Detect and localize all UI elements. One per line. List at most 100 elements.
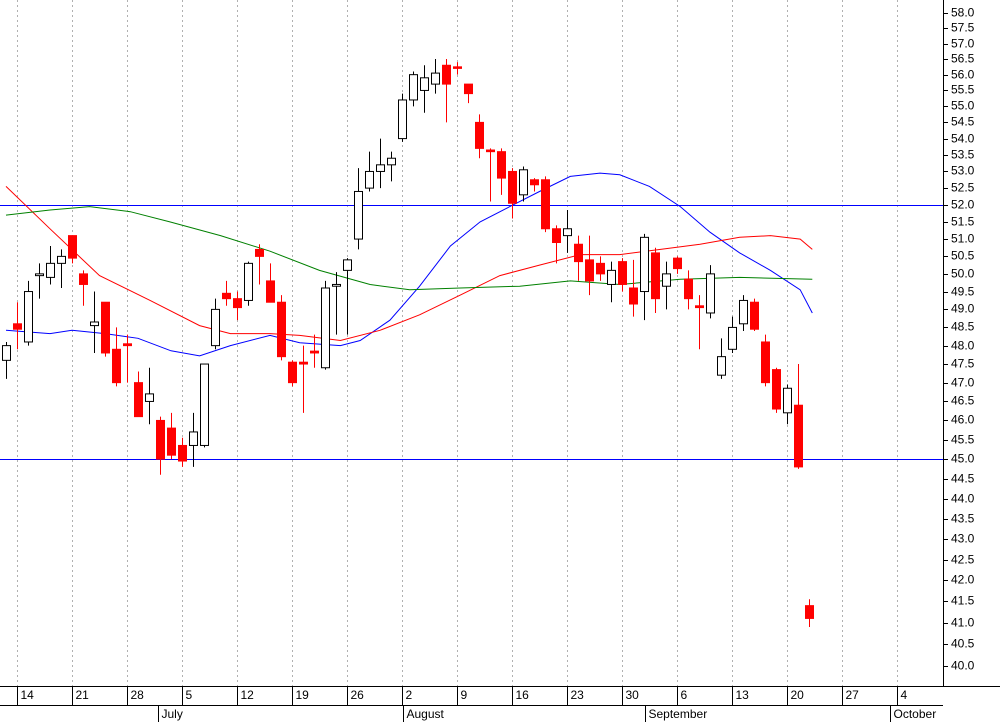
- y-tick-label: 51.5: [951, 215, 975, 229]
- candle-body: [651, 252, 660, 300]
- y-tick-label: 50.0: [951, 267, 975, 281]
- candle-body: [596, 262, 605, 275]
- y-tick-label: 57.0: [951, 37, 975, 51]
- y-tick-label: 54.5: [951, 115, 975, 129]
- average-line: [5, 172, 813, 357]
- candle-body: [519, 169, 528, 196]
- candle-body: [618, 261, 627, 285]
- candle-body: [112, 348, 121, 384]
- candle-body: [277, 301, 286, 358]
- month-label: October: [894, 707, 937, 721]
- y-tick-label: 53.0: [951, 164, 975, 178]
- x-tick-label: 26: [351, 688, 365, 702]
- x-tick-label: 4: [901, 688, 908, 702]
- candle-body: [13, 323, 22, 330]
- candle-body: [717, 356, 726, 376]
- candle-body: [695, 305, 704, 309]
- candle-body: [563, 228, 572, 237]
- candle-body: [376, 164, 385, 172]
- y-tick-label: 53.5: [951, 148, 975, 162]
- y-tick-label: 46.5: [951, 394, 975, 408]
- candle-body: [101, 301, 110, 354]
- candle-body: [343, 259, 352, 271]
- y-tick-label: 52.0: [951, 198, 975, 212]
- y-tick-label: 41.0: [951, 616, 975, 630]
- candle-body: [332, 283, 341, 287]
- x-tick-label: 5: [186, 688, 193, 702]
- candle-body: [805, 605, 814, 619]
- candle-body: [288, 361, 297, 384]
- candle-body: [783, 387, 792, 414]
- y-tick-label: 48.5: [951, 320, 975, 334]
- candle-body: [233, 298, 242, 309]
- candle-body: [178, 444, 187, 462]
- candle-body: [354, 190, 363, 240]
- y-tick-label: 46.0: [951, 413, 975, 427]
- candle-body: [706, 273, 715, 314]
- y-tick-label: 42.0: [951, 573, 975, 587]
- y-tick-label: 56.5: [951, 52, 975, 66]
- candle-body: [79, 273, 88, 285]
- candle-body: [684, 278, 693, 300]
- y-tick-label: 48.0: [951, 339, 975, 353]
- x-tick-label: 27: [846, 688, 860, 702]
- candle-body: [134, 382, 143, 418]
- y-tick-label: 58.0: [951, 6, 975, 20]
- y-tick-label: 49.5: [951, 285, 975, 299]
- candle-body: [728, 326, 737, 350]
- candle-body: [365, 170, 374, 189]
- y-tick-label: 57.5: [951, 21, 975, 35]
- y-tick-label: 54.0: [951, 132, 975, 146]
- month-label: July: [162, 707, 183, 721]
- candle-body: [189, 431, 198, 446]
- x-tick-label: 13: [736, 688, 750, 702]
- candle-body: [409, 74, 418, 101]
- candle-body: [530, 179, 539, 186]
- y-tick-label: 45.5: [951, 433, 975, 447]
- y-tick-label: 56.0: [951, 68, 975, 82]
- candle-body: [442, 64, 451, 85]
- x-tick-label: 12: [241, 688, 255, 702]
- candle-body: [541, 179, 550, 230]
- candle-body: [607, 269, 616, 285]
- candle-body: [640, 236, 649, 293]
- candle-body: [772, 369, 781, 410]
- candle-body: [673, 257, 682, 270]
- candle-body: [431, 72, 440, 85]
- x-tick-label: 23: [571, 688, 585, 702]
- candle-body: [156, 419, 165, 460]
- y-tick-label: 52.5: [951, 181, 975, 195]
- average-line: [5, 186, 813, 342]
- candle-body: [552, 228, 561, 244]
- x-tick-label: 14: [21, 688, 35, 702]
- candle-body: [585, 259, 594, 282]
- candle-body: [2, 345, 11, 361]
- candle-body: [123, 343, 132, 347]
- candle-body: [508, 170, 517, 204]
- candle-body: [398, 99, 407, 140]
- y-tick-label: 49.0: [951, 302, 975, 316]
- candle-body: [761, 341, 770, 384]
- y-tick-label: 47.5: [951, 357, 975, 371]
- x-tick-label: 19: [296, 688, 310, 702]
- candle-body: [35, 273, 44, 277]
- y-tick-label: 47.0: [951, 376, 975, 390]
- candle-body: [90, 321, 99, 327]
- y-tick-label: 42.5: [951, 553, 975, 567]
- candle-body: [486, 149, 495, 153]
- candle-body: [574, 243, 583, 263]
- y-tick-label: 55.5: [951, 83, 975, 97]
- x-tick-label: 20: [791, 688, 805, 702]
- candle-body: [497, 151, 506, 179]
- x-tick-label: 21: [76, 688, 90, 702]
- candle-body: [200, 363, 209, 446]
- candle-body: [321, 287, 330, 369]
- y-tick-label: 43.5: [951, 512, 975, 526]
- y-tick-label: 40.0: [951, 659, 975, 673]
- candle-body: [739, 299, 748, 325]
- candle-body: [145, 393, 154, 402]
- candle-body: [255, 248, 264, 257]
- candle-body: [662, 273, 671, 287]
- candle-body: [794, 404, 803, 468]
